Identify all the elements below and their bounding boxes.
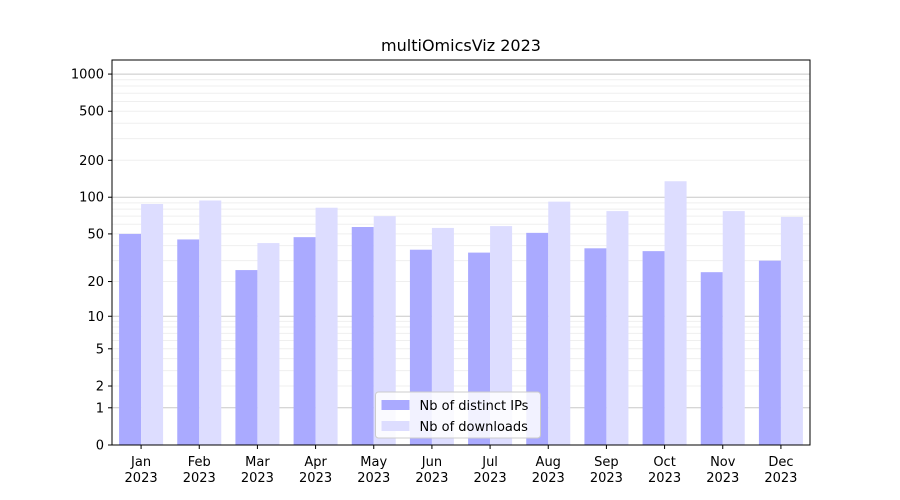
bar-downloads-jan [141, 204, 164, 445]
bar-downloads-mar [257, 243, 280, 445]
bar-distinct-ips-apr [293, 237, 316, 445]
x-axis: Jan 2023 Feb 2023 Mar 2023 Apr 2023 May 2023 Jun 20… [125, 445, 797, 486]
x-tick-label: Jul 2023 [474, 455, 507, 486]
x-tick-label: May 2023 [357, 455, 390, 486]
y-tick-label: 0 [96, 439, 104, 454]
bar-distinct-ips-mar [235, 270, 258, 445]
x-tick-label: Aug 2023 [532, 455, 565, 486]
y-tick-label: 2 [96, 380, 104, 395]
legend-swatch-distinct-ips [381, 400, 410, 410]
y-tick-label: 20 [87, 275, 104, 290]
bar-downloads-jun [431, 227, 454, 445]
bar-distinct-ips-may [351, 226, 374, 445]
y-axis: 0 1 2 5 10 20 50 100 200 500 1000 [71, 68, 112, 454]
bar-downloads-dec [780, 216, 803, 445]
x-tick-label: Oct 2023 [648, 455, 681, 486]
y-tick-label: 500 [79, 105, 104, 120]
y-tick-label: 100 [79, 191, 104, 206]
bar-downloads-aug [548, 201, 571, 445]
bar-distinct-ips-jan [119, 233, 142, 445]
x-tick-label: Sep 2023 [590, 455, 623, 486]
bar-distinct-ips-feb [177, 239, 200, 445]
x-tick-label: Jun 2023 [415, 455, 448, 486]
x-tick-label: Mar 2023 [241, 455, 274, 486]
bar-downloads-oct [664, 181, 687, 445]
x-tick-label: Jan 2023 [125, 455, 158, 486]
plot-frame [111, 59, 811, 446]
x-tick-label: Dec 2023 [764, 455, 797, 486]
bar-downloads-apr [315, 207, 338, 445]
bar-downloads-sep [606, 211, 629, 445]
bar-distinct-ips-nov [700, 272, 723, 445]
legend-swatch-downloads [381, 421, 410, 431]
y-tick-label: 5 [96, 342, 104, 357]
legend: Nb of distinct IPs Nb of downloads [375, 391, 541, 439]
legend-label-distinct-ips: Nb of distinct IPs [420, 399, 529, 414]
y-tick-label: 1000 [71, 68, 104, 83]
y-tick-label: 200 [79, 154, 104, 169]
bar-distinct-ips-oct [642, 251, 665, 445]
bar-downloads-feb [199, 200, 222, 445]
x-tick-label: Nov 2023 [706, 455, 739, 486]
bar-distinct-ips-sep [584, 248, 607, 445]
legend-label-downloads: Nb of downloads [420, 420, 529, 435]
chart-title: multiOmicsViz 2023 [381, 36, 541, 55]
bar-downloads-may [373, 216, 396, 445]
y-tick-label: 1 [96, 401, 104, 416]
legend-box [375, 391, 541, 439]
bars [119, 181, 803, 445]
y-tick-label: 50 [87, 227, 104, 242]
x-tick-label: Apr 2023 [299, 455, 332, 486]
bar-downloads-jul [490, 226, 513, 445]
bar-downloads-nov [722, 211, 745, 445]
x-tick-label: Feb 2023 [183, 455, 216, 486]
y-tick-label: 10 [87, 310, 104, 325]
bar-distinct-ips-dec [758, 260, 781, 445]
